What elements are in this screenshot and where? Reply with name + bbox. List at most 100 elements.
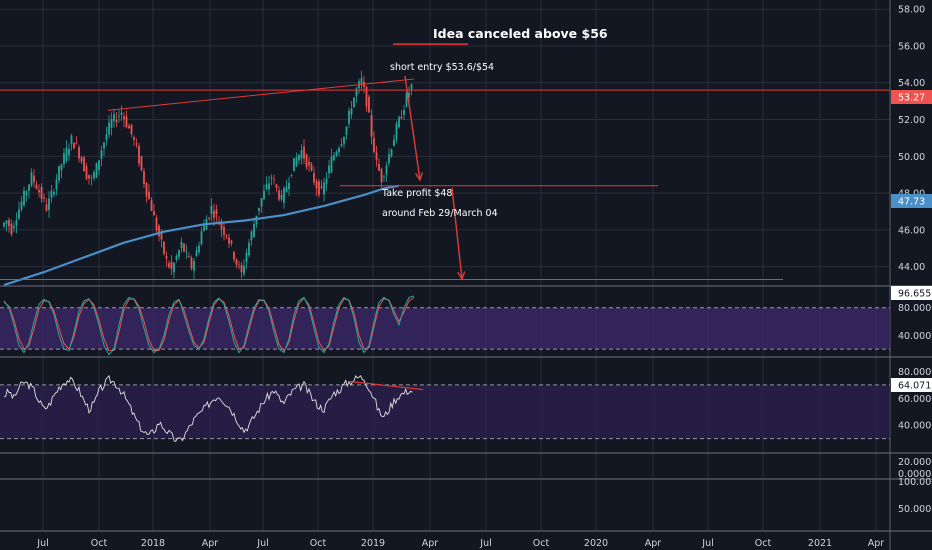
candle-up <box>355 88 358 97</box>
candle-up <box>25 191 28 196</box>
time-tick-label: Apr <box>868 538 885 549</box>
last-price-tag: 53.27 <box>898 93 925 104</box>
candle-down <box>170 261 173 269</box>
candle-up <box>295 157 298 167</box>
candle-up <box>383 176 385 178</box>
candle-up <box>120 112 123 115</box>
candle-down <box>160 232 163 240</box>
candle-down <box>320 186 323 188</box>
rsi-value-tag: 64.0713 <box>898 381 932 392</box>
series-lines <box>3 184 415 443</box>
candle-down <box>130 124 133 135</box>
candle-down <box>315 181 318 189</box>
candle-up <box>23 190 25 206</box>
candle-up <box>345 126 348 135</box>
candle-down <box>125 116 128 128</box>
candle-down <box>133 137 135 140</box>
candle-down <box>220 221 223 230</box>
candle-down <box>165 256 168 259</box>
candle-down <box>235 259 238 265</box>
candle-down <box>33 175 35 183</box>
time-tick-label: 2020 <box>584 538 608 549</box>
candle-up <box>13 226 15 229</box>
candle-up <box>48 198 50 210</box>
candle-up <box>195 250 198 257</box>
candle-up <box>280 195 283 200</box>
candle-up <box>3 222 5 227</box>
arrow-to-target-head <box>457 271 466 281</box>
candle-up <box>248 242 250 256</box>
candle-down <box>303 146 305 159</box>
candle-up <box>325 178 328 185</box>
arrow-to-target <box>451 187 463 280</box>
candle-up <box>175 256 178 260</box>
candle-up <box>268 183 270 190</box>
candle-down <box>233 252 235 260</box>
candle-down <box>138 145 140 164</box>
candle-up <box>58 165 60 181</box>
candle-up <box>405 92 408 107</box>
candle-down <box>140 156 143 171</box>
oscillator-tick-label: 0.0000 <box>898 469 931 480</box>
time-tick-label: Apr <box>422 538 439 549</box>
candle-up <box>68 149 70 156</box>
candle-down <box>373 137 375 153</box>
candle-up <box>245 252 248 262</box>
candle-down <box>213 210 215 218</box>
rsi-divergence-line <box>349 380 424 391</box>
rsi-tick-label: 60.0000 <box>898 394 932 405</box>
candle-up <box>290 174 293 177</box>
axes[interactable]: 58.0056.0054.0052.0050.0048.0046.0044.00… <box>36 5 932 549</box>
candle-down <box>45 204 48 211</box>
candle-down <box>308 161 310 166</box>
time-tick-label: Jul <box>256 538 268 549</box>
candle-down <box>78 147 80 159</box>
rsi-value-tag-bg <box>891 378 932 392</box>
stoch-k-line <box>3 295 415 356</box>
candle-up <box>390 149 393 157</box>
candle-down <box>228 237 230 244</box>
candle-down <box>378 163 380 171</box>
price-tick-label: 58.00 <box>898 5 925 16</box>
candle-down <box>238 264 240 266</box>
oscillator-tick-label: 100.0000 <box>898 477 932 488</box>
candle-up <box>210 205 213 214</box>
candle-up <box>200 231 203 245</box>
candle-up <box>285 186 288 192</box>
candle-up <box>265 184 268 189</box>
annotation-date-note: around Feb 29/March 04 <box>382 208 498 219</box>
candle-down <box>153 211 155 216</box>
candle-up <box>203 223 205 231</box>
candle-up <box>98 160 100 171</box>
candle-down <box>40 187 43 199</box>
candle-up <box>260 198 263 207</box>
time-tick-label: Apr <box>202 538 219 549</box>
oscillator-tick-label: 50.0000 <box>898 504 932 515</box>
candle-down <box>155 217 158 231</box>
candle-down <box>400 117 403 119</box>
candle-up <box>90 177 93 179</box>
stoch-d-line <box>3 296 415 353</box>
candle-down <box>143 171 145 184</box>
rising-trendline <box>107 78 415 111</box>
candle-up <box>263 190 265 200</box>
candle-up <box>105 134 108 141</box>
candle-up <box>333 155 335 161</box>
annotation-short-entry: short entry $53.6/$54 <box>390 62 494 73</box>
candle-up <box>53 191 55 195</box>
time-tick-label: 2019 <box>361 538 385 549</box>
candle-up <box>15 220 18 226</box>
candle-down <box>375 152 378 160</box>
time-tick-label: 2021 <box>808 538 832 549</box>
stoch-tick-label: 40.0000 <box>898 331 932 342</box>
price-tick-label: 46.00 <box>898 225 925 236</box>
candle-up <box>353 97 355 108</box>
candle-down <box>115 120 118 123</box>
time-tick-label: Oct <box>91 538 108 549</box>
time-tick-label: Oct <box>755 538 772 549</box>
candle-up <box>385 165 388 175</box>
candle-down <box>123 116 125 120</box>
candle-down <box>380 168 383 183</box>
